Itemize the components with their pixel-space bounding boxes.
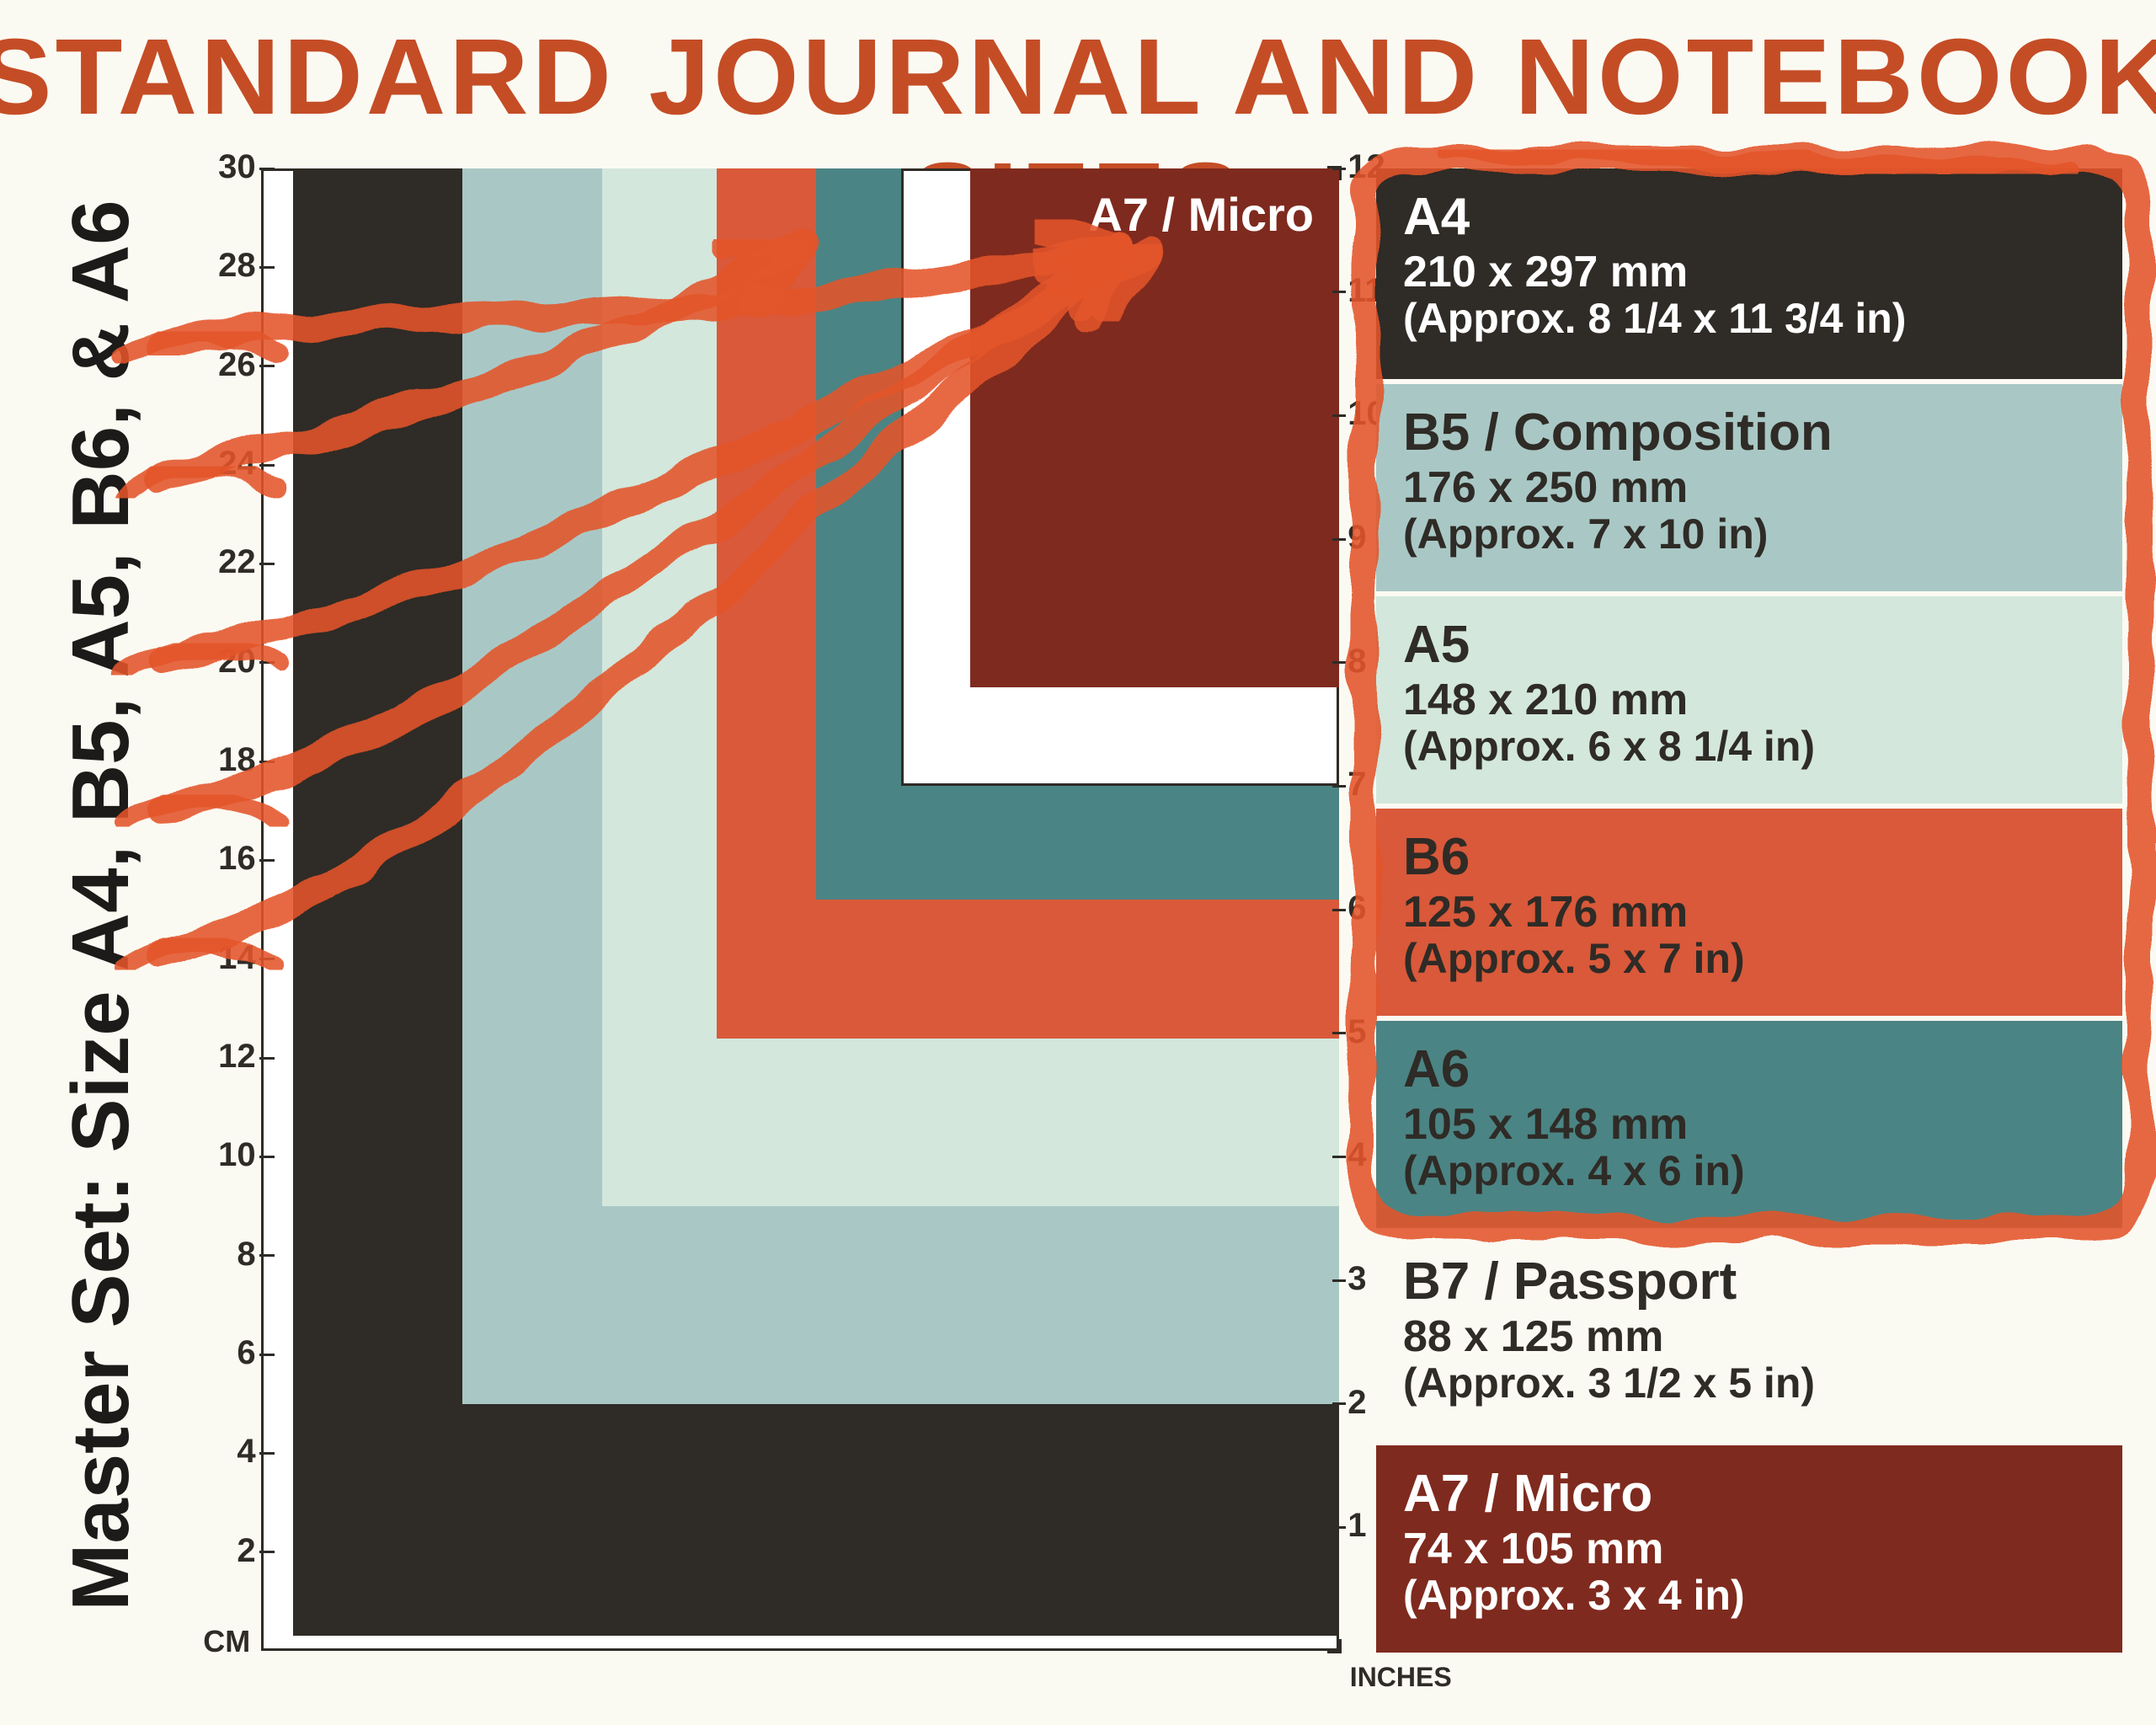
legend-item-b6: B6 125 x 176 mm(Approx. 5 x 7 in) xyxy=(1376,809,2122,1016)
size-rect-label: A7 / Micro xyxy=(970,187,1314,242)
cm-tick: 4 xyxy=(180,1433,256,1471)
legend: A4 210 x 297 mm(Approx. 8 1/4 x 11 3/4 in… xyxy=(1376,168,2122,1658)
legend-dims: 210 x 297 mm xyxy=(1403,249,2095,296)
legend-name: A6 xyxy=(1403,1043,2095,1097)
legend-name: A7 / Micro xyxy=(1403,1467,2095,1521)
legend-approx: (Approx. 5 x 7 in) xyxy=(1403,936,2095,982)
axis-unit-cm: CM xyxy=(203,1624,250,1659)
legend-approx: (Approx. 8 1/4 x 11 3/4 in) xyxy=(1403,296,2095,342)
legend-name: B5 / Composition xyxy=(1403,406,2095,460)
legend-dims: 74 x 105 mm xyxy=(1403,1526,2095,1573)
legend-approx: (Approx. 6 x 8 1/4 in) xyxy=(1403,724,2095,770)
legend-dims: 105 x 148 mm xyxy=(1403,1102,2095,1148)
cm-tick: 20 xyxy=(180,643,256,681)
cm-tick: 28 xyxy=(180,247,256,285)
cm-tick: 6 xyxy=(180,1334,256,1372)
cm-tick: 2 xyxy=(180,1532,256,1570)
legend-item-a7: A7 / Micro 74 x 105 mm(Approx. 3 x 4 in) xyxy=(1376,1445,2122,1653)
legend-name: B6 xyxy=(1403,830,2095,884)
side-label: Master Set: Size A4, B5, A5, B6, & A6 xyxy=(55,164,147,1647)
cm-tick: 18 xyxy=(180,741,256,779)
legend-name: B7 / Passport xyxy=(1403,1255,2095,1309)
cm-tick: 26 xyxy=(180,346,256,384)
legend-item-a5: A5 148 x 210 mm(Approx. 6 x 8 1/4 in) xyxy=(1376,596,2122,804)
legend-item-b5: B5 / Composition 176 x 250 mm(Approx. 7 x… xyxy=(1376,384,2122,591)
legend-dims: 88 x 125 mm xyxy=(1403,1314,2095,1360)
legend-name: A4 xyxy=(1403,190,2095,244)
legend-approx: (Approx. 3 x 4 in) xyxy=(1403,1573,2095,1619)
cm-tick: 22 xyxy=(180,543,256,581)
legend-approx: (Approx. 3 1/2 x 5 in) xyxy=(1403,1360,2095,1407)
cm-tick: 24 xyxy=(180,445,256,483)
legend-item-b7: B7 / Passport 88 x 125 mm(Approx. 3 1/2 x… xyxy=(1376,1233,2122,1440)
cm-tick: 30 xyxy=(180,148,256,186)
legend-name: A5 xyxy=(1403,618,2095,672)
cm-tick: 16 xyxy=(180,840,256,878)
cm-tick: 10 xyxy=(180,1136,256,1174)
size-rect-a7: A7 / Micro xyxy=(970,168,1339,687)
cm-tick: 8 xyxy=(180,1236,256,1274)
cm-tick: 14 xyxy=(180,939,256,977)
legend-item-a6: A6 105 x 148 mm(Approx. 4 x 6 in) xyxy=(1376,1021,2122,1228)
legend-item-a4: A4 210 x 297 mm(Approx. 8 1/4 x 11 3/4 in… xyxy=(1376,168,2122,379)
legend-dims: 148 x 210 mm xyxy=(1403,677,2095,724)
size-chart: CM INCHES A4B5 / CompositionA5B6A6B7 / P… xyxy=(261,168,1339,1651)
legend-dims: 176 x 250 mm xyxy=(1403,465,2095,511)
legend-approx: (Approx. 7 x 10 in) xyxy=(1403,511,2095,558)
axis-unit-inches: INCHES xyxy=(1350,1662,1452,1693)
legend-dims: 125 x 176 mm xyxy=(1403,889,2095,936)
legend-approx: (Approx. 4 x 6 in) xyxy=(1403,1148,2095,1194)
cm-tick: 12 xyxy=(180,1038,256,1076)
